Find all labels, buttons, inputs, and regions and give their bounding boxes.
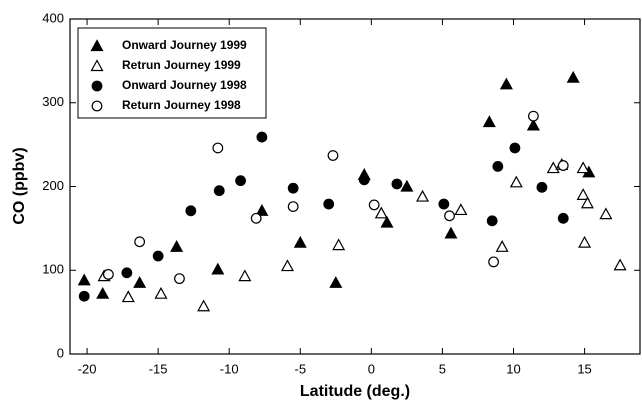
point xyxy=(134,236,146,248)
point xyxy=(102,269,114,280)
point xyxy=(380,215,394,228)
point xyxy=(154,286,168,299)
x-tick-label: 5 xyxy=(439,361,446,376)
legend-marker xyxy=(91,80,103,92)
point xyxy=(557,160,569,171)
point xyxy=(576,188,590,200)
legend-marker xyxy=(90,59,104,72)
point xyxy=(536,181,548,193)
point xyxy=(293,235,307,248)
point xyxy=(599,207,613,220)
point xyxy=(213,185,225,197)
legend-label: Onward Journey 1998 xyxy=(122,78,247,92)
point xyxy=(121,267,133,279)
point xyxy=(332,238,346,251)
point xyxy=(78,290,90,302)
point xyxy=(499,77,513,90)
y-tick-label: 300 xyxy=(42,94,64,109)
legend-box xyxy=(77,27,267,119)
legend-label: Onward Journey 1999 xyxy=(122,38,247,52)
point xyxy=(212,142,224,154)
point xyxy=(287,201,299,213)
legend-label: Retrun Journey 1999 xyxy=(122,58,241,72)
point xyxy=(368,199,380,211)
point xyxy=(133,276,147,288)
point xyxy=(486,215,498,227)
y-tick-label: 0 xyxy=(57,345,64,360)
point xyxy=(527,110,539,122)
point xyxy=(546,161,560,174)
legend-label: Return Journey 1998 xyxy=(122,98,241,112)
point xyxy=(482,115,496,128)
point xyxy=(613,258,627,271)
point xyxy=(454,203,468,216)
point xyxy=(488,256,499,268)
point xyxy=(323,198,335,210)
point xyxy=(256,131,268,143)
y-tick-label: 100 xyxy=(42,262,64,277)
point xyxy=(77,273,91,286)
point xyxy=(400,179,414,192)
point xyxy=(238,269,252,282)
point xyxy=(578,235,592,248)
y-tick-label: 400 xyxy=(42,10,64,25)
point xyxy=(280,259,294,272)
point xyxy=(152,250,164,262)
point xyxy=(197,299,211,312)
point xyxy=(374,206,388,219)
point xyxy=(416,189,430,202)
point xyxy=(211,262,225,275)
legend-marker xyxy=(91,100,103,112)
point xyxy=(526,118,540,131)
point xyxy=(580,196,594,209)
point xyxy=(492,160,504,172)
point xyxy=(566,70,580,83)
point xyxy=(438,198,450,210)
point xyxy=(495,240,509,252)
point xyxy=(557,212,569,224)
point xyxy=(576,161,590,174)
point xyxy=(329,276,343,288)
point xyxy=(250,212,262,224)
point xyxy=(235,175,246,187)
point xyxy=(509,142,521,154)
y-axis-label: CO (ppbv) xyxy=(11,147,28,224)
point xyxy=(121,290,135,303)
point xyxy=(444,210,455,222)
legend-marker xyxy=(90,39,104,52)
point xyxy=(358,174,370,186)
point xyxy=(509,175,523,188)
x-tick-label: -5 xyxy=(294,361,306,376)
x-tick-label: -10 xyxy=(220,361,239,376)
point xyxy=(96,286,110,299)
x-tick-label: 10 xyxy=(506,361,520,376)
point xyxy=(170,240,184,252)
x-tick-label: 0 xyxy=(368,361,375,376)
point xyxy=(255,204,269,216)
point xyxy=(444,226,458,239)
x-tick-label: -15 xyxy=(149,361,168,376)
point xyxy=(391,178,403,190)
point xyxy=(327,150,339,161)
point xyxy=(287,182,299,194)
point xyxy=(185,205,197,217)
x-tick-label: 15 xyxy=(577,361,591,376)
y-tick-label: 200 xyxy=(42,178,64,193)
point xyxy=(174,273,185,285)
x-axis-label: Latitude (deg.) xyxy=(300,383,410,400)
x-tick-label: -20 xyxy=(78,361,97,376)
